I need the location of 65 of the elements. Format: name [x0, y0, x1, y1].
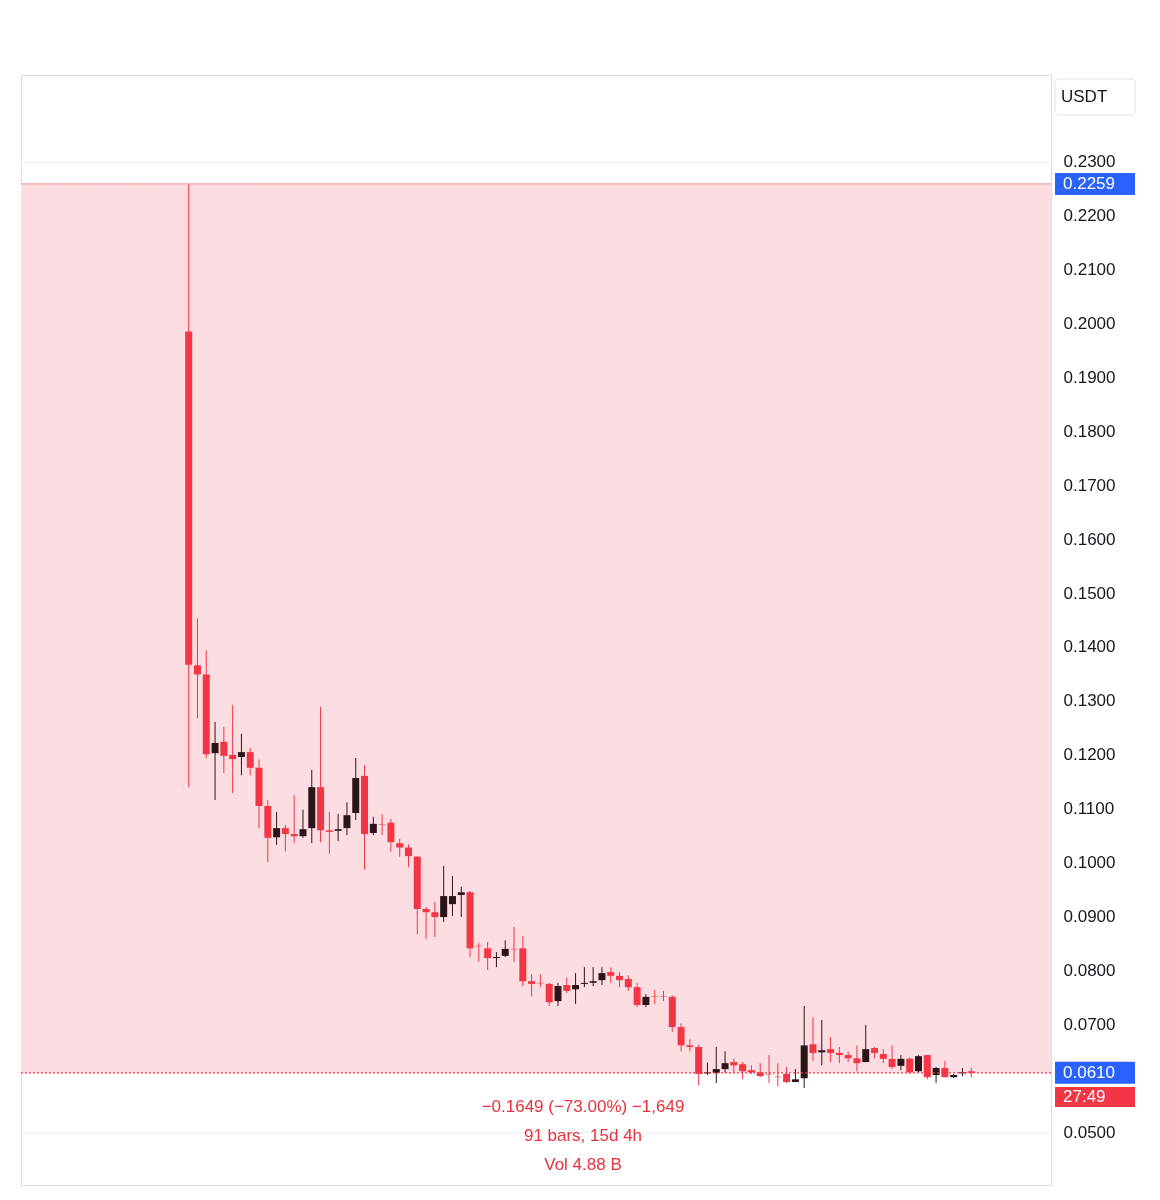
- candlestick: [246, 747, 254, 776]
- candlestick: [431, 901, 439, 938]
- candlestick: [369, 816, 377, 836]
- y-tick-label: 0.0800: [1063, 960, 1116, 980]
- candlestick: [211, 721, 219, 801]
- candlestick: [651, 989, 659, 1005]
- y-tick-label: 0.1500: [1063, 583, 1116, 603]
- candlestick: [193, 617, 201, 719]
- y-tick-label: 0.2300: [1063, 152, 1116, 172]
- candlestick: [299, 809, 307, 839]
- annotation: −0.1649 (−73.00%) −1,649: [481, 1097, 685, 1116]
- ref-line-label: 0.0610: [1063, 1062, 1115, 1082]
- y-tick-label: 0.0900: [1063, 907, 1116, 927]
- candlestick: [572, 972, 580, 1005]
- candlestick: [229, 704, 237, 794]
- candlestick: [633, 982, 641, 1008]
- y-tick-label: 0.2200: [1063, 206, 1116, 226]
- candlestick: [405, 843, 412, 868]
- y-tick-label: 0.0700: [1063, 1014, 1116, 1034]
- candlestick: [888, 1044, 896, 1070]
- y-tick-label: 0.1300: [1063, 691, 1116, 711]
- candlestick: [686, 1038, 694, 1052]
- candlestick: [721, 1050, 729, 1074]
- candlestick: [484, 941, 492, 971]
- candlestick: [897, 1054, 905, 1071]
- y-tick-label: 0.1800: [1063, 421, 1116, 441]
- ref-line-label: 0.2259: [1063, 173, 1115, 193]
- candlestick: [528, 973, 536, 997]
- y-tick-label: 0.1900: [1063, 367, 1116, 387]
- candlestick: [237, 733, 245, 776]
- candlestick: [712, 1046, 720, 1084]
- y-tick-label: 0.1000: [1063, 853, 1116, 873]
- candlestick: [589, 966, 597, 987]
- candlestick: [809, 1016, 817, 1062]
- y-tick-label: 0.2000: [1063, 314, 1116, 334]
- candlestick: [827, 1036, 835, 1063]
- y-tick-label: 0.0500: [1063, 1122, 1116, 1142]
- candlestick: [343, 801, 351, 836]
- candlestick: [554, 982, 562, 1007]
- candlestick: [818, 1019, 826, 1066]
- candlestick: [334, 813, 342, 842]
- y-tick-label: 0.1200: [1063, 745, 1116, 765]
- annotation: 91 bars, 15d 4h: [523, 1126, 643, 1145]
- y-tick-label: 0.1600: [1063, 529, 1116, 549]
- candlestick: [598, 966, 606, 986]
- candlestick: [422, 906, 430, 940]
- candlestick: [660, 990, 667, 1002]
- text: USDT: [1061, 87, 1108, 106]
- y-tick-label: 0.1100: [1063, 799, 1115, 819]
- candlestick: [220, 726, 228, 774]
- candlestick: [281, 824, 289, 852]
- y-tick-label: 0.2100: [1063, 260, 1116, 280]
- y-tick-label: 0.1700: [1063, 475, 1116, 495]
- y-tick-label: 0.1400: [1063, 637, 1116, 657]
- candlestick: [325, 811, 333, 855]
- candlestick: [677, 1022, 685, 1052]
- candlestick: [440, 865, 448, 923]
- candlestick: [273, 811, 281, 846]
- candlestick: [457, 886, 465, 918]
- candlestick: [448, 875, 456, 917]
- candlestick: [290, 794, 298, 844]
- text: 27:49: [1063, 1087, 1106, 1106]
- annotation: Vol 4.88 B: [544, 1155, 622, 1174]
- candlestick: [545, 982, 553, 1007]
- candlestick: [862, 1024, 870, 1063]
